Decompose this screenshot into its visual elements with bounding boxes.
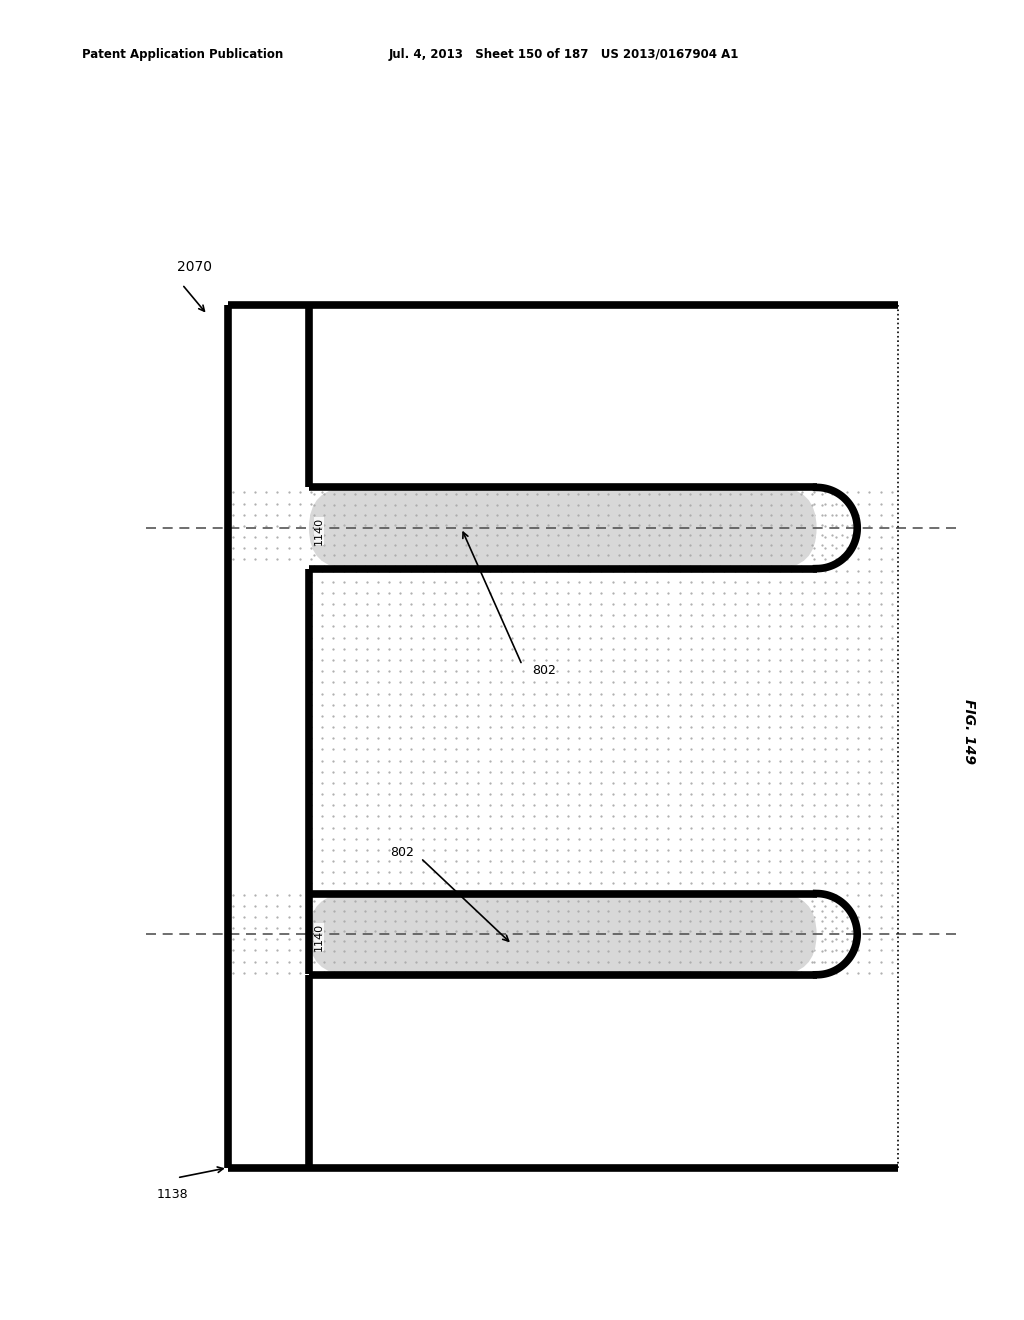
Text: 1140: 1140	[314, 517, 324, 545]
FancyBboxPatch shape	[309, 894, 816, 974]
Text: 1140: 1140	[314, 923, 324, 952]
Text: FIG. 149: FIG. 149	[962, 698, 976, 763]
Text: Patent Application Publication: Patent Application Publication	[82, 48, 284, 61]
Text: 1138: 1138	[157, 1188, 188, 1201]
Bar	[227, 569, 309, 894]
Text: 2070: 2070	[177, 260, 212, 275]
FancyBboxPatch shape	[309, 487, 816, 569]
Bar	[227, 305, 898, 487]
Text: 802: 802	[390, 846, 414, 859]
Bar	[227, 305, 898, 1168]
Bar	[227, 974, 898, 1168]
Text: Jul. 4, 2013   Sheet 150 of 187   US 2013/0167904 A1: Jul. 4, 2013 Sheet 150 of 187 US 2013/01…	[389, 48, 739, 61]
Text: 802: 802	[532, 664, 556, 677]
